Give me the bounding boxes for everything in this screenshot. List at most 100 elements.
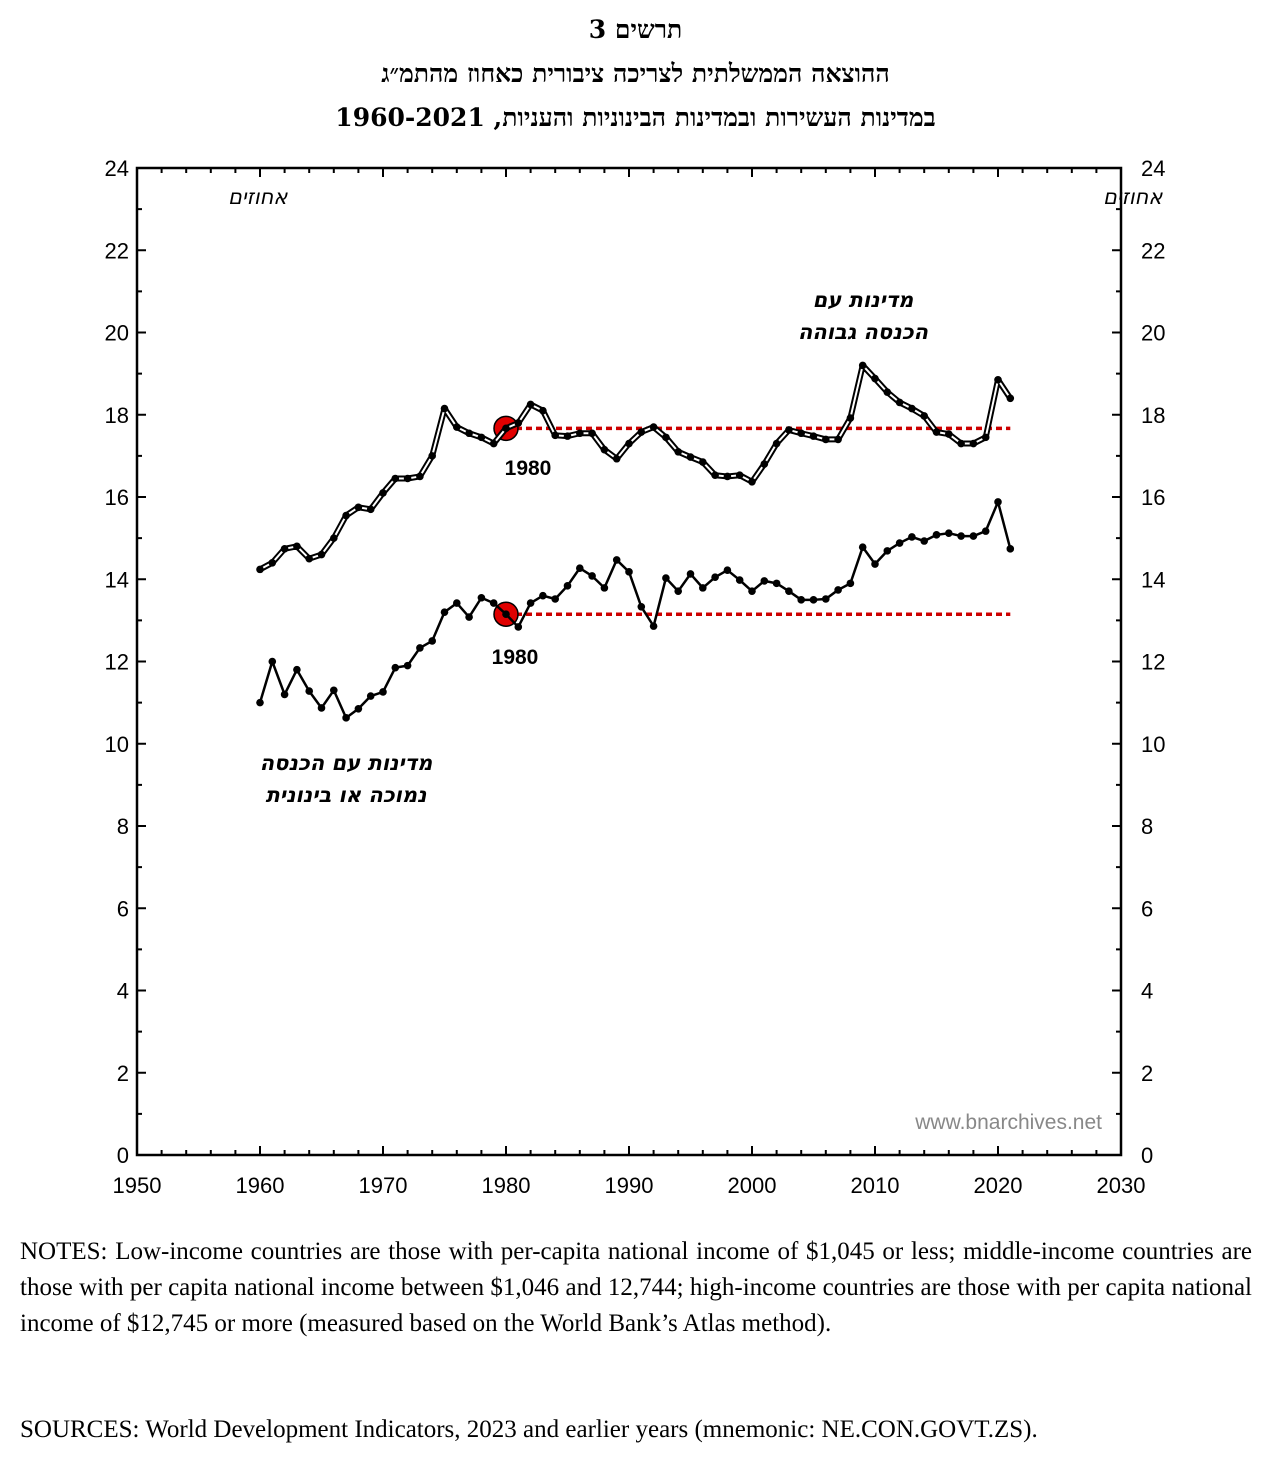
data-point-low-middle-income <box>883 547 892 555</box>
data-point-high-income <box>465 429 473 438</box>
data-point-low-middle-income <box>416 644 424 652</box>
data-point-low-middle-income <box>563 582 572 590</box>
data-point-high-income <box>797 429 805 438</box>
chart-title-line1: ההוצאה הממשלתית לצריכה ציבורית כאחוז מהת… <box>381 59 890 88</box>
y-tick-label-left: 12 <box>105 650 129 675</box>
data-point-high-income <box>809 432 818 440</box>
x-tick-label: 2000 <box>728 1173 777 1198</box>
data-point-low-middle-income <box>809 596 818 604</box>
y-tick-label-right: 4 <box>1141 979 1153 1004</box>
y-tick-label-left: 24 <box>105 156 129 181</box>
data-point-low-middle-income <box>551 595 559 603</box>
series-label-low-line1: מדינות עם הכנסה <box>260 751 433 775</box>
data-point-high-income <box>969 439 978 448</box>
data-point-high-income <box>735 471 744 480</box>
data-point-high-income <box>268 559 277 567</box>
data-point-high-income <box>748 477 756 486</box>
series-label-high-line2: הכנסה גבוהה <box>798 320 928 344</box>
data-point-high-income <box>822 435 830 444</box>
data-point-low-middle-income <box>612 556 621 564</box>
data-point-high-income <box>280 545 289 553</box>
data-point-low-middle-income <box>699 584 707 592</box>
data-point-low-middle-income <box>366 692 375 700</box>
data-point-high-income <box>293 542 301 551</box>
data-point-low-middle-income <box>293 665 301 674</box>
data-point-low-middle-income <box>342 714 350 722</box>
y-tick-label-right: 22 <box>1141 238 1165 263</box>
data-point-high-income <box>723 472 732 481</box>
data-point-low-middle-income <box>539 591 547 600</box>
data-point-low-middle-income <box>440 608 449 616</box>
data-point-low-middle-income <box>428 637 437 645</box>
data-point-low-middle-income <box>945 529 953 537</box>
data-point-low-middle-income <box>908 533 916 541</box>
data-point-low-middle-income <box>785 587 793 595</box>
x-tick-label: 1970 <box>359 1173 408 1198</box>
data-point-high-income <box>711 471 719 480</box>
data-point-high-income <box>920 412 928 420</box>
y-tick-label-right: 10 <box>1141 732 1165 757</box>
data-point-low-middle-income <box>748 587 756 595</box>
data-point-high-income <box>514 419 523 427</box>
data-point-low-middle-income <box>576 564 584 572</box>
plot-frame <box>135 166 1123 1157</box>
y-tick-label-left: 22 <box>105 238 129 263</box>
y-tick-label-right: 2 <box>1141 1061 1153 1086</box>
data-point-low-middle-income <box>477 593 486 602</box>
chart-title-line2: במדינות העשירות ובמדינות הבינוניות והעני… <box>335 103 936 132</box>
y-tick-label-right: 24 <box>1141 156 1165 181</box>
x-tick-label: 2020 <box>974 1173 1023 1198</box>
data-point-high-income <box>453 423 461 431</box>
data-point-high-income <box>932 428 941 436</box>
data-point-high-income <box>908 404 916 413</box>
data-point-low-middle-income <box>514 623 523 631</box>
data-point-high-income <box>600 445 609 454</box>
data-point-low-middle-income <box>797 596 805 604</box>
data-point-low-middle-income <box>723 566 732 575</box>
data-point-low-middle-income <box>280 690 289 699</box>
data-point-low-middle-income <box>526 599 535 607</box>
data-point-high-income <box>871 374 879 383</box>
series-label-low-line2: נמוכה או בינונית <box>265 783 427 807</box>
data-point-high-income <box>957 439 965 448</box>
data-point-high-income <box>834 435 842 444</box>
data-point-high-income <box>649 423 658 431</box>
data-point-low-middle-income <box>649 622 658 630</box>
y-tick-label-left: 2 <box>117 1061 129 1086</box>
data-point-low-middle-income <box>637 603 646 611</box>
axes <box>135 166 1123 1157</box>
y-tick-label-right: 0 <box>1141 1143 1153 1168</box>
data-point-low-middle-income <box>453 599 461 607</box>
data-point-low-middle-income <box>858 543 867 551</box>
data-point-low-middle-income <box>305 687 314 695</box>
data-point-high-income <box>994 375 1002 384</box>
data-point-low-middle-income <box>465 613 473 621</box>
data-point-high-income <box>366 505 375 514</box>
data-point-high-income <box>563 432 572 440</box>
data-point-low-middle-income <box>846 579 855 588</box>
data-point-high-income <box>686 453 695 461</box>
y-tick-label-left: 4 <box>117 979 129 1004</box>
data-point-low-middle-income <box>822 595 830 603</box>
x-tick-label: 1980 <box>482 1173 531 1198</box>
data-point-high-income <box>551 431 559 440</box>
x-tick-label: 2010 <box>851 1173 900 1198</box>
x-tick-label: 1950 <box>113 1173 162 1198</box>
data-point-low-middle-income <box>994 498 1002 506</box>
data-point-low-middle-income <box>391 663 400 672</box>
y-tick-label-right: 18 <box>1141 403 1165 428</box>
series-line-high-income <box>258 362 1013 573</box>
data-point-high-income <box>539 406 547 415</box>
notes: NOTES: Low-income countries are those wi… <box>20 1238 1252 1337</box>
data-point-low-middle-income <box>932 531 941 539</box>
series-line-high-income-inner <box>259 364 1012 571</box>
data-point-low-middle-income <box>256 698 264 707</box>
watermark: www.bnarchives.net <box>914 1111 1102 1134</box>
data-point-high-income <box>612 454 621 463</box>
data-point-low-middle-income <box>760 577 769 585</box>
data-point-low-middle-income <box>662 574 670 582</box>
y-tick-label-right: 14 <box>1141 567 1165 592</box>
data-point-high-income <box>305 554 314 563</box>
y-tick-label-left: 20 <box>105 321 129 346</box>
